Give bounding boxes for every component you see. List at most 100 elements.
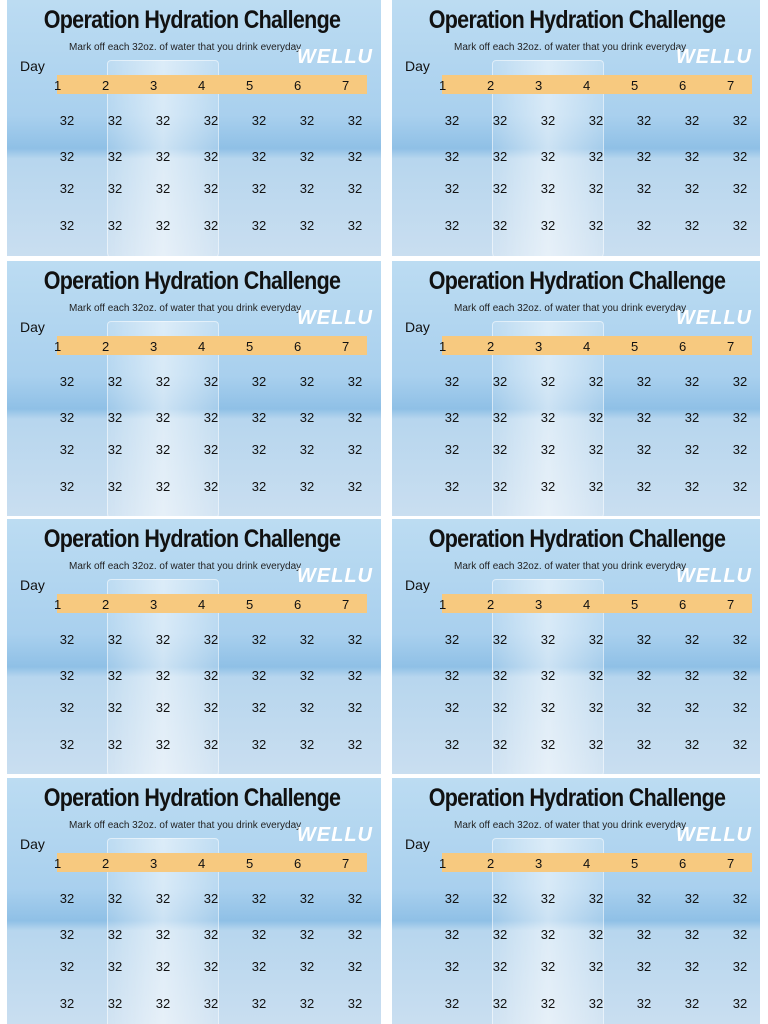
card-title: Operation Hydration Challenge — [428, 6, 726, 34]
ounce-cell: 32 — [203, 181, 219, 196]
ounce-cell: 32 — [492, 113, 508, 128]
ounce-cell: 32 — [347, 149, 363, 164]
day-number: 7 — [727, 597, 735, 612]
ounce-cell: 32 — [107, 149, 123, 164]
ounce-cell: 32 — [636, 737, 652, 752]
ounce-cell: 32 — [636, 374, 652, 389]
ounce-cell: 32 — [347, 410, 363, 425]
ounce-cell: 32 — [59, 996, 75, 1011]
day-header-bar — [57, 853, 367, 872]
ounce-cell: 32 — [59, 737, 75, 752]
ounce-cell: 32 — [540, 218, 556, 233]
ounce-cell: 32 — [155, 891, 171, 906]
ounce-cell: 32 — [299, 149, 315, 164]
ounce-cell: 32 — [251, 149, 267, 164]
ounce-cell: 32 — [636, 181, 652, 196]
ounce-cell: 32 — [59, 410, 75, 425]
logo: WELLU — [296, 565, 373, 587]
ounce-cell: 32 — [59, 113, 75, 128]
ounce-cell: 32 — [347, 668, 363, 683]
ounce-cell: 32 — [684, 218, 700, 233]
day-label: Day — [405, 577, 430, 593]
ounce-cell: 32 — [299, 113, 315, 128]
day-number: 6 — [294, 339, 302, 354]
ounce-cell: 32 — [59, 668, 75, 683]
ounce-cell: 32 — [540, 149, 556, 164]
ounce-cell: 32 — [588, 927, 604, 942]
day-label: Day — [405, 58, 430, 74]
ounce-cell: 32 — [732, 374, 748, 389]
card-title: Operation Hydration Challenge — [43, 525, 341, 553]
ounce-cell: 32 — [155, 700, 171, 715]
day-number: 5 — [246, 339, 254, 354]
card-subtitle: Mark off each 32oz. of water that you dr… — [69, 42, 302, 53]
ounce-cell: 32 — [299, 181, 315, 196]
ounce-cell: 32 — [492, 632, 508, 647]
ounce-cell: 32 — [732, 927, 748, 942]
ounce-cell: 32 — [347, 959, 363, 974]
day-number: 1 — [439, 856, 447, 871]
day-number: 2 — [487, 856, 495, 871]
ounce-cell: 32 — [684, 410, 700, 425]
ounce-cell: 32 — [684, 442, 700, 457]
ounce-cell: 32 — [444, 479, 460, 494]
ounce-cell: 32 — [59, 181, 75, 196]
ounce-cell: 32 — [203, 700, 219, 715]
day-number: 6 — [679, 856, 687, 871]
ounce-cell: 32 — [732, 149, 748, 164]
ounce-cell: 32 — [203, 479, 219, 494]
day-header-bar — [57, 594, 367, 613]
ounce-cell: 32 — [636, 700, 652, 715]
ounce-cell: 32 — [251, 632, 267, 647]
ounce-cell: 32 — [732, 737, 748, 752]
ounce-cell: 32 — [155, 737, 171, 752]
ounce-cell: 32 — [492, 410, 508, 425]
ounce-cell: 32 — [155, 442, 171, 457]
ounce-cell: 32 — [444, 149, 460, 164]
day-number: 7 — [342, 78, 350, 93]
ounce-cell: 32 — [155, 927, 171, 942]
ounce-cell: 32 — [588, 149, 604, 164]
day-number: 3 — [150, 856, 158, 871]
ounce-cell: 32 — [732, 632, 748, 647]
ounce-cell: 32 — [540, 181, 556, 196]
ounce-cell: 32 — [588, 218, 604, 233]
ounce-cell: 32 — [492, 996, 508, 1011]
day-number: 7 — [727, 856, 735, 871]
day-number: 1 — [439, 339, 447, 354]
ounce-cell: 32 — [155, 181, 171, 196]
day-number: 2 — [102, 339, 110, 354]
ounce-cell: 32 — [444, 374, 460, 389]
ounce-cell: 32 — [588, 959, 604, 974]
ounce-cell: 32 — [299, 410, 315, 425]
ounce-cell: 32 — [203, 891, 219, 906]
ounce-cell: 32 — [588, 410, 604, 425]
ounce-cell: 32 — [347, 700, 363, 715]
ounce-cell: 32 — [636, 668, 652, 683]
ounce-cell: 32 — [107, 632, 123, 647]
ounce-cell: 32 — [636, 891, 652, 906]
ounce-cell: 32 — [59, 218, 75, 233]
ounce-cell: 32 — [155, 410, 171, 425]
logo: WELLU — [296, 824, 373, 846]
ounce-cell: 32 — [492, 442, 508, 457]
ounce-cell: 32 — [107, 996, 123, 1011]
ounce-cell: 32 — [588, 668, 604, 683]
ounce-cell: 32 — [107, 737, 123, 752]
ounce-cell: 32 — [347, 891, 363, 906]
ounce-cell: 32 — [684, 700, 700, 715]
ounce-cell: 32 — [540, 927, 556, 942]
day-label: Day — [405, 836, 430, 852]
ounce-cell: 32 — [492, 668, 508, 683]
day-number: 4 — [583, 856, 591, 871]
ounce-cell: 32 — [444, 113, 460, 128]
ounce-cell: 32 — [492, 149, 508, 164]
logo: WELLU — [675, 565, 752, 587]
ounce-cell: 32 — [155, 374, 171, 389]
day-header-bar — [442, 853, 752, 872]
ounce-cell: 32 — [444, 410, 460, 425]
day-number: 1 — [54, 856, 62, 871]
ounce-cell: 32 — [107, 374, 123, 389]
day-number: 2 — [487, 339, 495, 354]
ounce-cell: 32 — [732, 891, 748, 906]
